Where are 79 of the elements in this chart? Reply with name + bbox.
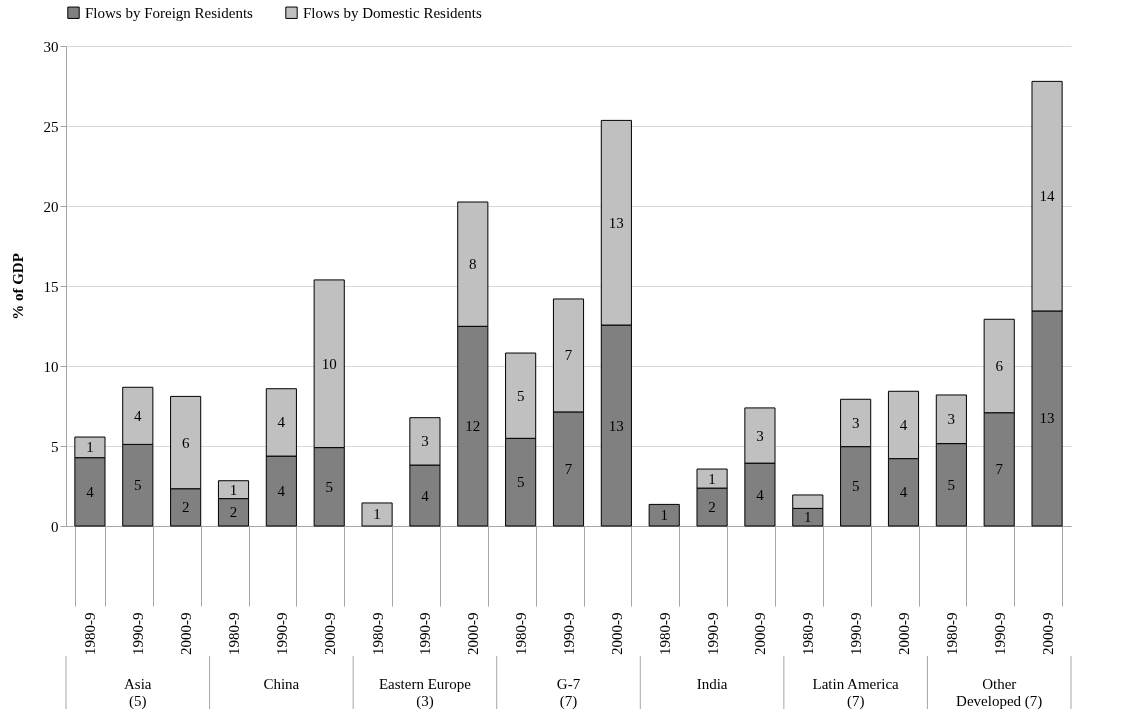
x-tick-label: 1990-9 — [704, 612, 721, 655]
y-tick-label: 15 — [43, 278, 59, 295]
data-label: 6 — [995, 358, 1004, 374]
data-label: 2 — [229, 504, 238, 521]
x-tick-label: 1990-9 — [848, 612, 865, 655]
data-label: 1 — [229, 481, 238, 498]
data-label: 5 — [516, 387, 525, 404]
data-label: 4 — [899, 484, 908, 501]
data-label: 3 — [851, 414, 860, 431]
x-tick-label: 2000-9 — [1039, 612, 1056, 655]
data-label: 8 — [469, 256, 477, 273]
data-label: 1 — [373, 506, 381, 523]
data-label: 4 — [899, 416, 908, 433]
data-label: 4 — [277, 483, 286, 500]
data-label: 1 — [660, 507, 668, 524]
data-label: 4 — [421, 487, 430, 504]
x-tick-label: 1990-9 — [417, 612, 434, 655]
y-tick-label: 30 — [43, 38, 59, 55]
x-tick-label: 1990-9 — [130, 612, 147, 655]
data-label: 3 — [947, 411, 956, 428]
y-axis-title: % of GDP — [9, 253, 26, 320]
text: G-7 (7) — [556, 676, 581, 709]
x-tick-label: 1980-9 — [226, 612, 242, 655]
data-label: 14 — [1039, 188, 1056, 205]
data-label: 13 — [608, 214, 624, 231]
text: India — [696, 676, 728, 692]
data-label: 5 — [851, 478, 860, 495]
x-tick-label: 1980-9 — [943, 612, 960, 655]
data-label: 3 — [756, 427, 764, 444]
text: Latin America (7) — [812, 676, 900, 709]
data-label: 5 — [325, 478, 333, 495]
data-label: 4 — [277, 414, 286, 431]
data-label: 4 — [86, 483, 95, 500]
data-label: 1 — [86, 439, 94, 456]
text: Other Developed (7) — [956, 676, 1043, 709]
data-label: 3 — [421, 433, 429, 450]
data-label: 5 — [516, 474, 525, 491]
data-label: 7 — [564, 460, 573, 477]
data-label: 2 — [708, 499, 716, 516]
x-tick-label: 2000-9 — [752, 612, 769, 655]
x-tick-label: 2000-9 — [321, 612, 338, 655]
y-tick-label: 25 — [43, 118, 59, 135]
text: China — [263, 676, 300, 692]
data-label: 5 — [947, 476, 956, 493]
y-tick-label: 0 — [51, 518, 59, 535]
data-label: 10 — [321, 355, 337, 372]
bar — [648, 503, 680, 527]
x-tick-label: 1980-9 — [82, 612, 99, 655]
text: Asia (5) — [124, 676, 152, 709]
x-tick-label: 1990-9 — [273, 612, 290, 655]
data-label: 13 — [1039, 410, 1055, 427]
x-tick-label: 2000-9 — [465, 612, 482, 655]
data-label: 7 — [564, 347, 573, 364]
x-tick-label: 1980-9 — [369, 612, 386, 655]
data-label: 1 — [708, 470, 716, 487]
data-label: 1 — [804, 509, 812, 526]
y-tick-label: 10 — [43, 358, 59, 375]
y-tick-label: 5 — [51, 438, 59, 455]
data-label: 2 — [181, 499, 190, 516]
legend-label: Flows by Domestic Residents — [303, 4, 482, 21]
data-label: 7 — [995, 461, 1004, 478]
data-label: 12 — [465, 418, 481, 435]
bar — [361, 502, 393, 527]
legend-label: Flows by Foreign Residents — [85, 4, 254, 21]
data-label: 4 — [134, 407, 143, 424]
text: Eastern Europe (3) — [378, 676, 472, 709]
data-label: 6 — [181, 434, 190, 451]
data-label: 13 — [608, 417, 624, 434]
x-tick-label: 2000-9 — [178, 612, 195, 655]
data-label: 4 — [756, 486, 765, 503]
x-tick-label: 1980-9 — [800, 612, 817, 655]
x-tick-label: 1990-9 — [561, 612, 577, 655]
x-tick-label: 2000-9 — [608, 612, 625, 655]
x-tick-label: 2000-9 — [896, 612, 912, 655]
data-label: 5 — [134, 477, 142, 494]
y-tick-label: 20 — [43, 198, 59, 215]
x-tick-label: 1990-9 — [991, 612, 1008, 655]
x-tick-label: 1980-9 — [656, 612, 673, 655]
x-tick-label: 1980-9 — [513, 612, 530, 655]
